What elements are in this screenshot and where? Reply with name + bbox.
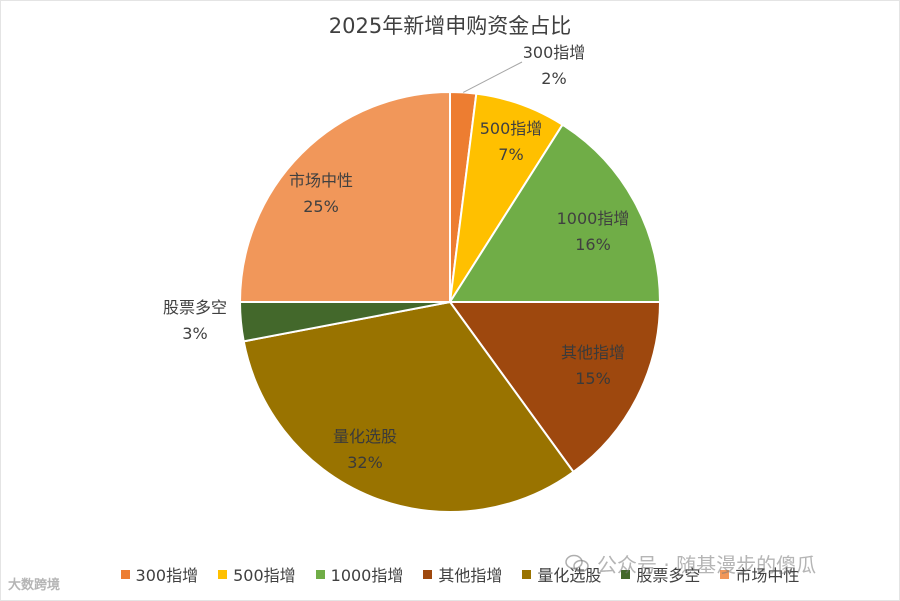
data-label-value: 3% (182, 324, 207, 343)
legend-item: 500指增 (218, 562, 296, 586)
legend-item: 其他指增 (423, 562, 502, 586)
data-label-value: 16% (575, 235, 611, 254)
leader-line (462, 61, 523, 93)
legend-label: 市场中性 (735, 566, 800, 585)
data-label-value: 15% (575, 369, 611, 388)
data-label-name: 300指增 (523, 43, 586, 62)
legend-label: 1000指增 (330, 566, 404, 585)
legend-swatch (315, 569, 325, 579)
legend-label: 500指增 (233, 566, 296, 585)
data-label-value: 2% (541, 69, 566, 88)
pie-slice-5 (242, 300, 575, 513)
data-label-value: 32% (347, 453, 383, 472)
legend-swatch (218, 569, 228, 579)
legend: 300指增 500指增 1000指增 其他指增 量化选股 股票多空 市场中性 (60, 562, 860, 586)
data-label-name: 市场中性 (289, 171, 353, 190)
legend-swatch (522, 569, 532, 579)
chart-title: 2025年新增申购资金占比 (328, 14, 572, 38)
legend-swatch (423, 569, 433, 579)
legend-label: 300指增 (135, 566, 199, 585)
pie-slice-7 (238, 90, 451, 303)
data-label-name: 500指增 (480, 119, 543, 138)
pie-slice-3 (448, 123, 662, 303)
legend-item: 量化选股 (522, 562, 601, 586)
legend-item: 股票多空 (621, 562, 700, 586)
legend-item: 市场中性 (720, 562, 799, 586)
data-label-name: 股票多空 (163, 298, 227, 317)
data-label-value: 7% (498, 145, 523, 164)
legend-label: 股票多空 (636, 566, 701, 585)
data-label-name: 1000指增 (557, 209, 630, 228)
legend-label: 量化选股 (537, 566, 602, 585)
data-label-name: 其他指增 (561, 343, 625, 362)
legend-item: 300指增 (120, 562, 199, 586)
data-label-name: 量化选股 (333, 427, 397, 446)
legend-swatch (120, 569, 130, 579)
data-label-value: 25% (303, 197, 339, 216)
watermark-text: 公众号 · 随基漫步的傻瓜 (597, 553, 817, 577)
legend-swatch (621, 569, 631, 579)
pie-slice-4 (448, 301, 662, 474)
watermark: 公众号 · 随基漫步的傻瓜 (565, 549, 816, 578)
legend-label: 其他指增 (438, 566, 503, 585)
wechat-icon (565, 554, 589, 572)
legend-swatch (720, 569, 730, 579)
corner-logo: 大数跨境 (8, 578, 61, 593)
legend-item: 1000指增 (315, 562, 404, 586)
